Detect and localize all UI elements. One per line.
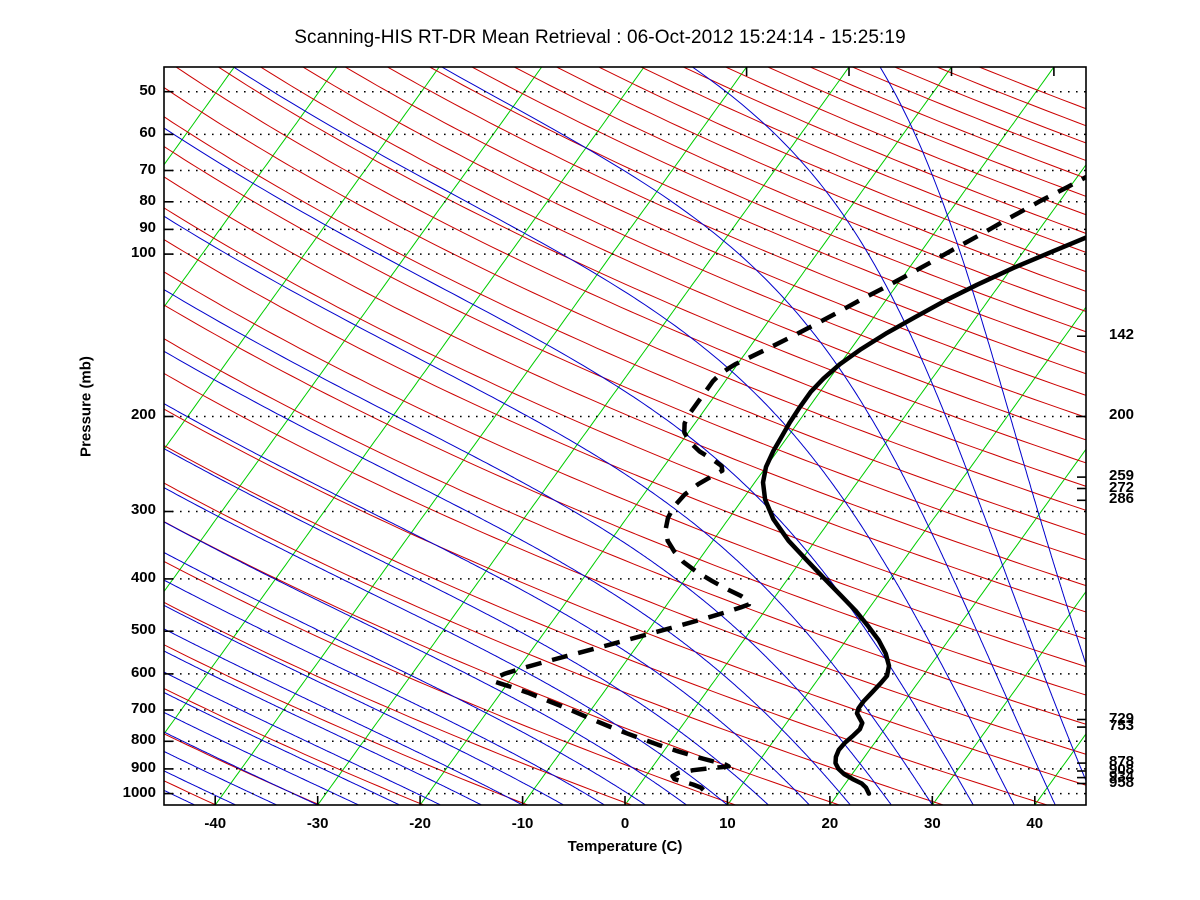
temperature-tick-label: 20 (821, 815, 839, 832)
y-axis-title: Pressure (mb) (77, 356, 95, 457)
pressure-tick-label: 600 (130, 663, 156, 681)
plot-frame (163, 66, 1087, 806)
retrieval-level-label: 729 (1109, 709, 1135, 727)
pressure-tick-label: 50 (139, 81, 156, 99)
retrieval-level-label: 272 (1109, 478, 1135, 496)
temperature-tick-label: -30 (306, 815, 329, 832)
pressure-tick-label: 800 (130, 731, 156, 749)
pressure-tick-label: 90 (139, 219, 156, 237)
sounding-profiles (492, 174, 1086, 796)
retrieval-level-label: 259 (1109, 467, 1135, 485)
pressure-tick-label: 1000 (122, 783, 156, 801)
temperature-tick-label: 30 (923, 815, 941, 832)
retrieval-level-label: 934 (1109, 767, 1135, 785)
retrieval-level-label: 200 (1109, 406, 1135, 424)
temperature-tick-label: 40 (1026, 815, 1044, 832)
isobar-gridlines (164, 90, 1086, 795)
retrieval-level-label: 878 (1109, 753, 1135, 771)
axis-ticks (164, 67, 1086, 805)
dry-adiabat-lines (164, 67, 1086, 805)
pressure-tick-label: 900 (130, 758, 156, 776)
pressure-tick-label: 100 (130, 244, 156, 262)
temperature-tick-label: -10 (511, 815, 534, 832)
retrieval-level-label: 286 (1109, 490, 1135, 508)
plot-background (164, 67, 1086, 805)
pressure-tick-label: 80 (139, 191, 156, 209)
temperature-tick-label: 10 (719, 815, 736, 832)
x-axis-title: Temperature (C) (567, 838, 683, 855)
pressure-tick-label: 300 (130, 501, 156, 519)
temperature-tick-label: 0 (620, 815, 630, 832)
pressure-tick-label: 70 (139, 160, 156, 178)
moist-adiabat-lines (164, 67, 1086, 805)
retrieval-level-label: 958 (1109, 773, 1135, 791)
retrieval-level-label: 753 (1109, 717, 1135, 735)
pressure-tick-label: 200 (130, 406, 156, 424)
pressure-tick-label: 500 (130, 621, 156, 639)
pressure-tick-label: 400 (130, 568, 156, 586)
page-title: Scanning-HIS RT-DR Mean Retrieval : 06-O… (294, 27, 906, 48)
retrieval-level-label: 908 (1109, 760, 1135, 778)
pressure-tick-label: 700 (130, 700, 156, 717)
retrieval-level-label: 142 (1109, 326, 1135, 344)
temperature-tick-label: -20 (409, 815, 431, 832)
temperature-tick-label: -40 (204, 815, 227, 832)
pressure-tick-label: 60 (139, 124, 156, 142)
